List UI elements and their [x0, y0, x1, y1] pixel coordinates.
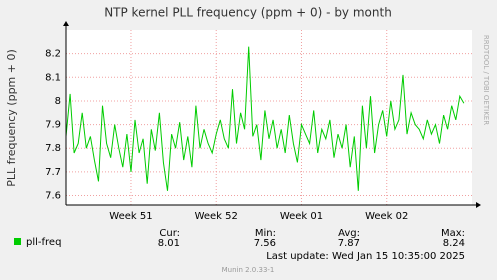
y-tick-label: 7.8 — [45, 143, 61, 154]
y-axis-label: PLL frequency (ppm + 0) — [5, 49, 18, 187]
y-tick-label: 7.9 — [45, 120, 61, 131]
stat-label: Avg: — [338, 228, 360, 239]
y-tick-label: 8 — [55, 96, 61, 107]
legend-swatch — [14, 238, 21, 245]
x-axis-arrow — [476, 202, 481, 208]
series — [65, 46, 465, 191]
stat-value: 7.56 — [254, 238, 276, 249]
stats: Cur:8.01 Min:7.56 Avg:7.87 Max:8.24 — [158, 228, 465, 249]
last-update: Last update: Wed Jan 15 10:35:00 2025 — [266, 251, 465, 262]
chart-title: NTP kernel PLL frequency (ppm + 0) - by … — [104, 6, 392, 20]
y-tick-label: 8.1 — [45, 72, 61, 83]
stat-value: 8.01 — [158, 238, 180, 249]
plot-area — [66, 30, 472, 205]
footer: Munin 2.0.33-1 — [222, 266, 275, 274]
y-axis-arrow — [63, 21, 69, 26]
x-tick-label: Week 02 — [365, 211, 408, 222]
stat-value: 8.24 — [443, 238, 465, 249]
series-line — [65, 46, 465, 191]
stat-label: Max: — [441, 228, 465, 239]
y-tick-label: 7.6 — [45, 191, 61, 202]
grid — [66, 30, 472, 205]
stat-label: Cur: — [159, 228, 180, 239]
x-tick-label: Week 51 — [109, 211, 152, 222]
legend-label: pll-freq — [26, 237, 61, 248]
x-tick-label: Week 01 — [280, 211, 323, 222]
stat-value: 7.87 — [338, 238, 360, 249]
side-text: RRDTOOL / TOBI OETIKER — [482, 35, 490, 125]
y-tick-label: 7.7 — [45, 167, 61, 178]
x-tick-label: Week 52 — [195, 211, 238, 222]
y-tick-label: 8.2 — [45, 49, 61, 60]
stat-label: Min: — [255, 228, 276, 239]
